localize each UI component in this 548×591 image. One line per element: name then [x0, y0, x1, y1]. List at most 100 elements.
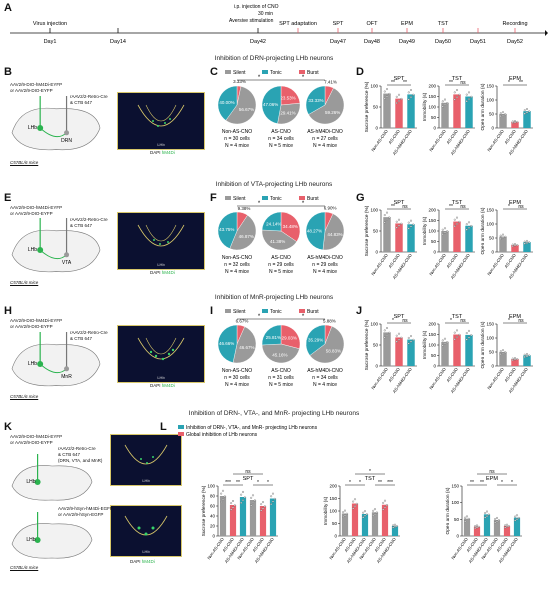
data-point — [375, 511, 378, 514]
pie-slice-label: 41.38% — [270, 239, 285, 244]
data-point — [497, 519, 500, 522]
bar-chart-G-epm: 0 50 100 150 EPM Open arm duration (s)Non-AS-… — [480, 200, 533, 280]
bar — [383, 332, 391, 366]
data-point — [516, 518, 518, 521]
panel-label-k: K — [4, 421, 12, 433]
data-point — [362, 516, 365, 519]
y-tick-label: 0 — [375, 364, 378, 369]
bar-chart-D-epm: 0 50 100 150 EPM Open arm duration (s)Non-AS-… — [480, 76, 533, 156]
y-tick-label: 100 — [370, 208, 378, 213]
sig-label: * — [257, 480, 259, 486]
data-point — [456, 96, 458, 99]
data-point — [407, 98, 410, 101]
data-point — [220, 501, 223, 503]
hm4di-label: hM4Di — [141, 559, 155, 564]
data-point — [240, 493, 243, 496]
data-point — [444, 98, 446, 101]
legend-swatch — [178, 425, 184, 429]
data-point — [272, 492, 274, 495]
x-tick-label: Non-AS-CNO — [486, 366, 505, 390]
timeline-event-label: Recording — [502, 21, 527, 27]
brain-outline — [11, 343, 101, 387]
retro-k-line1: rAAV2/2-Retro-Cre — [58, 446, 96, 451]
data-point — [499, 115, 502, 118]
micrograph-vta: LHb — [117, 212, 205, 270]
bar — [465, 96, 473, 128]
data-point — [528, 354, 531, 357]
data-point — [223, 495, 226, 498]
sig-label: ** — [391, 204, 395, 210]
virus-h-line1: AAV2/9-DIO-hM4Di-EYFP — [10, 318, 63, 323]
pie-slice-label: 45.16% — [272, 352, 287, 357]
y-tick-label: 100 — [428, 229, 436, 234]
chart-title: TST — [452, 314, 463, 320]
data-point — [476, 524, 478, 527]
data-point — [412, 93, 415, 96]
bar — [371, 512, 379, 536]
legend-label: Burst — [307, 196, 319, 202]
data-point — [395, 102, 398, 104]
virus-text-k: AAV2/9-DIO-hM4Di-EYFP or AAV2/9-DIO-EYFP — [10, 434, 62, 446]
sig-label: * — [501, 480, 503, 486]
pie-slice-silent — [277, 103, 301, 125]
data-point — [243, 496, 246, 499]
sig-label: * — [508, 318, 510, 324]
data-point — [232, 506, 234, 509]
pie-n-mice: N = 5 mice — [269, 269, 293, 275]
legend-swatch — [299, 70, 305, 74]
pie-slice-label: 33.33% — [308, 98, 323, 103]
virus-text-h: AAV2/9-DIO-hM4Di-EYFP or AAV2/9-DIO-EYFP — [10, 318, 62, 330]
y-tick-label: 60 — [210, 504, 216, 509]
data-point — [242, 490, 244, 493]
micrograph-k2: LHb — [110, 505, 182, 557]
data-point — [516, 244, 519, 247]
data-point — [494, 518, 497, 520]
y-tick-label: 100 — [486, 222, 494, 227]
y-axis-label: Sucrose preference (%) — [364, 81, 370, 132]
pie-slice-label: 5.88% — [323, 318, 336, 323]
section-title-combined: Inhibition of DRN-, VTA-, and MnR- proje… — [188, 410, 360, 417]
panel-label-a: A — [4, 2, 12, 14]
data-point — [342, 515, 345, 518]
data-point — [383, 97, 386, 100]
brain-schematic: LHb MnR — [11, 332, 101, 387]
data-point — [342, 511, 345, 514]
mice-label-e: C57BL/6 mice — [10, 280, 39, 285]
bar — [249, 500, 257, 536]
data-point — [398, 218, 400, 221]
y-tick-label: 150 — [428, 218, 436, 223]
chart-title: EPM — [509, 76, 521, 82]
data-point — [444, 103, 446, 106]
sig-label: * — [508, 80, 510, 86]
timeline-event-label: Virus injection — [33, 21, 67, 27]
data-point — [523, 353, 526, 356]
data-point — [398, 100, 400, 102]
data-point — [465, 93, 468, 96]
virus-b-line1: AAV2/9-DIO-hM4Di-EYFP — [10, 82, 63, 87]
pie-group-name: Non-AS-CNO — [222, 368, 252, 374]
target-region — [64, 252, 70, 258]
data-point — [514, 515, 517, 518]
bar — [383, 93, 391, 128]
data-point — [446, 102, 449, 105]
data-point — [458, 93, 461, 96]
data-point — [410, 225, 412, 228]
sig-star: * — [302, 201, 305, 207]
y-tick-label: 200 — [428, 208, 436, 213]
brain-schematic: LHb — [11, 512, 93, 559]
data-point — [386, 95, 388, 98]
virus-h-line2: or AAV2/9-DIO-EYFP — [10, 324, 53, 329]
data-point — [394, 523, 396, 526]
data-point — [253, 499, 256, 502]
dapi-label: DAPI — [150, 383, 161, 388]
data-point — [354, 498, 356, 501]
data-point — [516, 358, 519, 361]
hm4di-label: hM4Di — [161, 150, 175, 155]
retro-text-b: rAAV2/2-Retro-Cre & CTB 647 — [70, 94, 108, 106]
sig-label: ** — [403, 80, 407, 86]
sig-label: * — [392, 318, 394, 324]
data-point — [262, 501, 264, 504]
bar-chart-D-spt: 0 50 100 SPT Sucrose preference (%)Non-AS-CN… — [364, 76, 417, 156]
